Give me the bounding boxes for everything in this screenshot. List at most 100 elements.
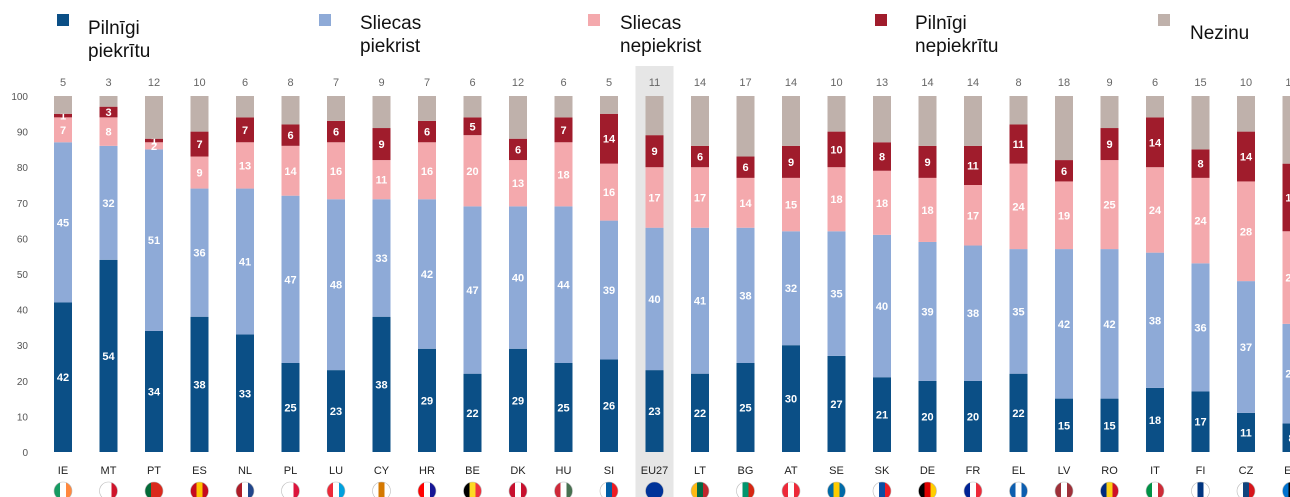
flag-band-FI-1 <box>1191 482 1198 497</box>
x-tick-HR: HR <box>419 465 435 477</box>
value-label-NL-1: 33 <box>239 388 251 400</box>
flag-band-EL-2 <box>1015 482 1022 497</box>
top-label-RO: 9 <box>1106 77 1112 89</box>
bar-CZ-5 <box>1237 96 1255 132</box>
flag-band-CY-1 <box>372 482 379 497</box>
bar-CY-3 <box>372 160 391 200</box>
x-tick-DE: DE <box>920 465 935 477</box>
value-label-PT-3: 2 <box>151 141 157 153</box>
flag-band-FR-1 <box>964 482 971 497</box>
flag-band-DK-2 <box>515 482 522 497</box>
flag-band-SK-2 <box>879 482 886 497</box>
top-label-LU: 7 <box>333 77 339 89</box>
flag-band-EU27-2 <box>651 482 658 497</box>
bar-CY-2 <box>372 199 391 317</box>
value-label-PL-2: 47 <box>284 274 296 286</box>
x-axis: IE MT PT ES NL PL LU CY HR BE DK HU SI EU27 LT BG AT SE SK… <box>58 465 1290 477</box>
bar-PT-5 <box>145 96 163 139</box>
bar-LU-5 <box>327 96 345 121</box>
flag-outline-LV <box>1054 481 1074 497</box>
flag-band-NL-2 <box>242 482 249 497</box>
bar-HR-5 <box>418 96 436 121</box>
bar-ES-2 <box>190 188 209 317</box>
flag-band-AT-2 <box>788 482 795 497</box>
value-label-LU-1: 23 <box>330 406 342 418</box>
value-label-MT-2: 32 <box>102 198 114 210</box>
bar-ES-4 <box>190 131 209 157</box>
flag-IT <box>1146 482 1164 497</box>
bar-HR-1 <box>418 348 436 452</box>
value-label-NL-2: 41 <box>239 257 251 269</box>
bar-SK-4 <box>873 142 891 171</box>
legend-label-2: Sliecas piekrist <box>360 13 421 57</box>
flag-band-BE-3 <box>475 482 482 497</box>
x-tick-SE: SE <box>829 465 844 477</box>
y-tick-40: 40 <box>17 306 29 317</box>
bar-EL-3 <box>1009 163 1028 250</box>
x-tick-PL: PL <box>284 465 297 477</box>
value-label-LV-1: 15 <box>1058 420 1070 432</box>
flag-band-EE-2 <box>1288 482 1290 497</box>
legend-swatch-4 <box>875 14 887 26</box>
bar-PL-5 <box>281 96 300 125</box>
bar-IT-2 <box>1146 252 1164 388</box>
x-tick-EE: EE <box>1284 465 1290 477</box>
value-label-CZ-3: 28 <box>1240 226 1252 238</box>
value-label-AT-2: 32 <box>785 283 797 295</box>
flag-LU <box>327 482 345 497</box>
top-label-EU27: 11 <box>649 77 660 89</box>
y-tick-100: 100 <box>11 92 28 103</box>
value-label-DK-4: 6 <box>515 144 521 156</box>
bar-PT-2 <box>145 149 163 331</box>
value-label-BG-3: 14 <box>739 198 752 210</box>
bar-MT-1 <box>99 259 118 452</box>
y-tick-70: 70 <box>17 199 29 210</box>
value-label-PL-3: 14 <box>284 166 297 178</box>
flag-outline-MT <box>99 481 118 497</box>
value-label-DK-3: 13 <box>512 178 524 190</box>
flag-HR <box>418 482 436 497</box>
value-label-EU27-4: 9 <box>651 146 657 158</box>
value-label-EL-1: 22 <box>1012 408 1024 420</box>
bar-PT-3 <box>145 142 163 150</box>
flag-band-MT-2 <box>105 482 112 497</box>
flag-outline-SI <box>599 481 619 497</box>
value-label-SI-2: 39 <box>603 285 615 297</box>
bar-BE-2 <box>463 206 482 374</box>
value-label-FR-4: 11 <box>967 160 979 172</box>
flag-LV <box>1055 482 1073 497</box>
flag-SE <box>827 482 846 497</box>
value-label-CY-1: 38 <box>375 379 387 391</box>
flag-band-BG-1 <box>736 482 743 497</box>
flag-band-IT-1 <box>1146 482 1153 497</box>
flag-SI <box>600 482 618 497</box>
value-label-NL-4: 7 <box>242 125 248 137</box>
bar-RO-2 <box>1100 249 1119 399</box>
flag-band-EU27-3 <box>657 482 664 497</box>
top-label-LV: 18 <box>1058 77 1070 89</box>
bar-DK-1 <box>509 348 527 452</box>
flag-band-PL-1 <box>281 482 288 497</box>
top-label-LT: 14 <box>694 77 706 89</box>
bar-IT-4 <box>1146 117 1164 168</box>
flag-band-FI-2 <box>1197 482 1204 497</box>
bar-FI-3 <box>1191 177 1210 264</box>
bar-PL-1 <box>281 363 300 452</box>
value-label-CY-4: 9 <box>378 139 384 151</box>
bar-LT-4 <box>691 145 709 168</box>
flag-band-HR-3 <box>430 482 436 497</box>
value-label-SE-4: 10 <box>830 144 842 156</box>
top-label-BG: 17 <box>739 77 751 89</box>
bar-EE-3 <box>1282 231 1290 324</box>
bar-SE-2 <box>827 231 846 356</box>
flag-outline-FR <box>963 481 983 497</box>
flag-SK <box>873 482 891 497</box>
top-label-EL: 8 <box>1015 77 1021 89</box>
value-label-EE-1: 8 <box>1288 433 1290 445</box>
flag-band-HU-2 <box>560 482 567 497</box>
bar-SE-1 <box>827 355 846 452</box>
legend-swatch-1 <box>57 14 69 26</box>
value-label-PT-4: 1 <box>151 136 157 148</box>
y-tick-50: 50 <box>17 270 29 281</box>
flag-band-LT-1 <box>691 482 698 497</box>
